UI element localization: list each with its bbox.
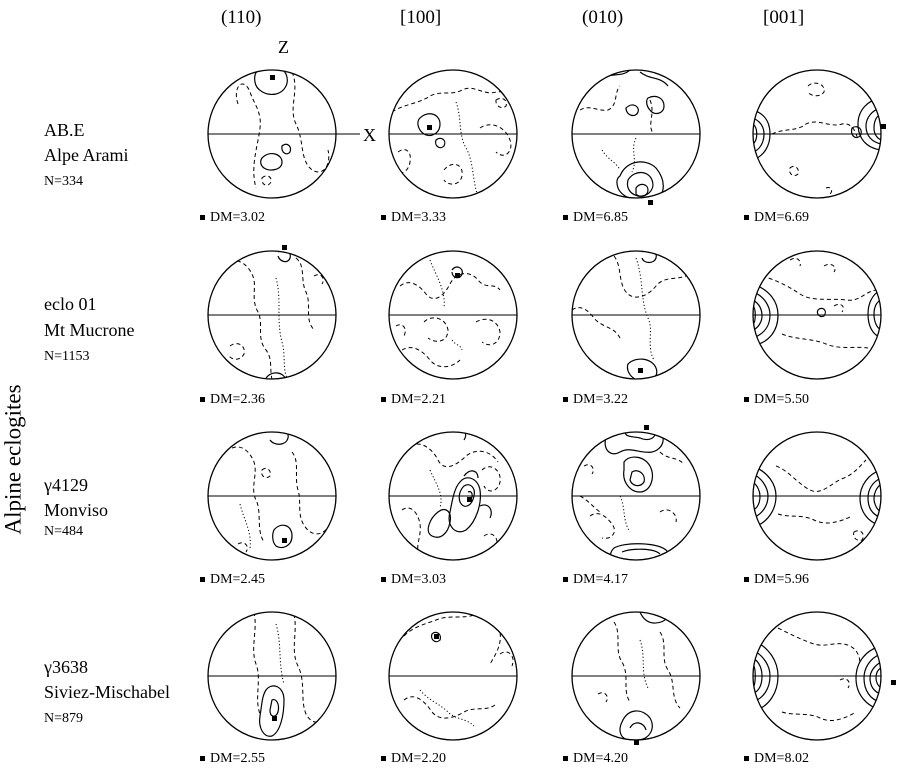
- column-header-010: (010): [582, 7, 624, 28]
- column-header-100: [100]: [400, 7, 442, 28]
- dm-label: DM=2.45: [200, 573, 265, 587]
- pole-figure: [752, 431, 882, 561]
- sample-3-locality: Monviso: [44, 500, 109, 520]
- sample-3-name: γ4129: [44, 475, 88, 495]
- column-header-001: [001]: [763, 7, 805, 28]
- sample-4-count: N=879: [44, 711, 84, 726]
- pole-figure: [388, 69, 518, 199]
- pole-figure: [571, 425, 701, 561]
- pole-figure: [207, 69, 360, 199]
- sample-1-locality: Alpe Arami: [44, 145, 129, 165]
- dm-label: DM=3.33: [381, 211, 446, 225]
- max-density-square-icon: [381, 577, 386, 582]
- max-density-square-icon: [200, 215, 205, 220]
- max-density-square-icon: [381, 397, 386, 402]
- dm-label: DM=6.85: [563, 211, 628, 225]
- max-density-square-icon: [200, 577, 205, 582]
- dm-label: DM=2.36: [200, 393, 265, 407]
- max-density-square-icon: [744, 215, 749, 220]
- pole-figure: [207, 245, 337, 380]
- dm-label: DM=4.17: [563, 573, 628, 587]
- pole-figure: [388, 250, 518, 380]
- max-density-square-icon: [744, 756, 749, 761]
- sample-4-name: γ3638: [44, 657, 88, 677]
- sample-1-name: AB.E: [44, 120, 85, 140]
- sample-3-count: N=484: [44, 524, 84, 539]
- pole-figure: [752, 69, 886, 199]
- dm-label: DM=3.22: [563, 393, 628, 407]
- max-density-square-icon: [381, 756, 386, 761]
- pole-figure: [388, 611, 518, 741]
- max-density-square-icon: [744, 577, 749, 582]
- max-density-square-icon: [563, 215, 568, 220]
- sample-2-count: N=1153: [44, 349, 90, 364]
- z-axis-label: Z: [278, 37, 289, 57]
- pole-figure: [752, 611, 896, 741]
- max-density-square-icon: [563, 397, 568, 402]
- dm-label: DM=2.21: [381, 393, 446, 407]
- pole-figure: [207, 431, 337, 561]
- dm-label: DM=5.50: [744, 393, 809, 407]
- pole-figure: [388, 431, 518, 561]
- max-density-square-icon: [744, 397, 749, 402]
- pole-figure: [752, 250, 882, 380]
- dm-label: DM=4.20: [563, 752, 628, 766]
- sample-4-locality: Siviez-Mischabel: [44, 682, 170, 702]
- dm-label: DM=2.55: [200, 752, 265, 766]
- pole-figure: [571, 250, 701, 380]
- max-density-square-icon: [381, 215, 386, 220]
- max-density-square-icon: [200, 756, 205, 761]
- max-density-square-icon: [563, 577, 568, 582]
- x-axis-label: X: [363, 125, 376, 145]
- pole-figure: [571, 611, 701, 745]
- pole-figure: [571, 69, 701, 205]
- dm-label: DM=3.02: [200, 211, 265, 225]
- pole-figure: [207, 611, 337, 741]
- dm-label: DM=6.69: [744, 211, 809, 225]
- dm-label: DM=8.02: [744, 752, 809, 766]
- dm-label: DM=5.96: [744, 573, 809, 587]
- sample-2-locality: Mt Mucrone: [44, 320, 135, 340]
- max-density-square-icon: [200, 397, 205, 402]
- sample-1-count: N=334: [44, 174, 84, 189]
- column-header-110: (110): [221, 7, 262, 28]
- sample-2-name: eclo 01: [44, 294, 97, 314]
- max-density-square-icon: [563, 756, 568, 761]
- dm-label: DM=3.03: [381, 573, 446, 587]
- dm-label: DM=2.20: [381, 752, 446, 766]
